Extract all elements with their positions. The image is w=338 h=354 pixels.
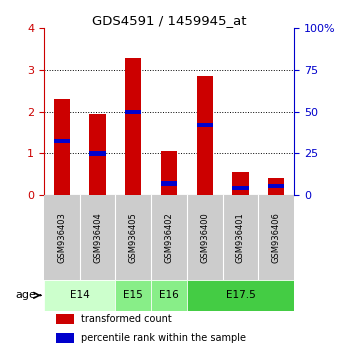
Bar (125, 110, 141, 114)
Bar (90, 114, 105, 195)
Text: GSM936404: GSM936404 (93, 212, 102, 263)
Text: age: age (15, 290, 36, 300)
Bar (115, 280, 151, 310)
Text: GSM936401: GSM936401 (236, 212, 245, 263)
Text: GSM936402: GSM936402 (165, 212, 173, 263)
Bar (56, 314, 74, 324)
Text: E17.5: E17.5 (225, 290, 255, 300)
Text: percentile rank within the sample: percentile rank within the sample (81, 333, 246, 343)
Bar (125, 58, 141, 195)
Text: GSM936405: GSM936405 (129, 212, 138, 263)
Text: GSM936400: GSM936400 (200, 212, 209, 263)
Bar (161, 182, 177, 185)
Bar (90, 152, 105, 155)
Text: GSM936403: GSM936403 (57, 212, 66, 263)
Text: E14: E14 (70, 290, 90, 300)
Bar (44, 280, 115, 310)
Bar (54, 139, 70, 143)
Bar (56, 333, 74, 343)
Bar (197, 123, 213, 127)
Bar (268, 184, 284, 188)
Bar (187, 280, 294, 310)
Bar (268, 178, 284, 195)
Bar (151, 280, 187, 310)
Bar (233, 185, 248, 190)
Title: GDS4591 / 1459945_at: GDS4591 / 1459945_at (92, 14, 246, 27)
Bar (233, 172, 248, 195)
Text: GSM936406: GSM936406 (272, 212, 281, 263)
Text: E15: E15 (123, 290, 143, 300)
Bar (54, 99, 70, 195)
Bar (197, 76, 213, 195)
Text: E16: E16 (159, 290, 179, 300)
Text: transformed count: transformed count (81, 314, 172, 324)
Bar (161, 152, 177, 195)
